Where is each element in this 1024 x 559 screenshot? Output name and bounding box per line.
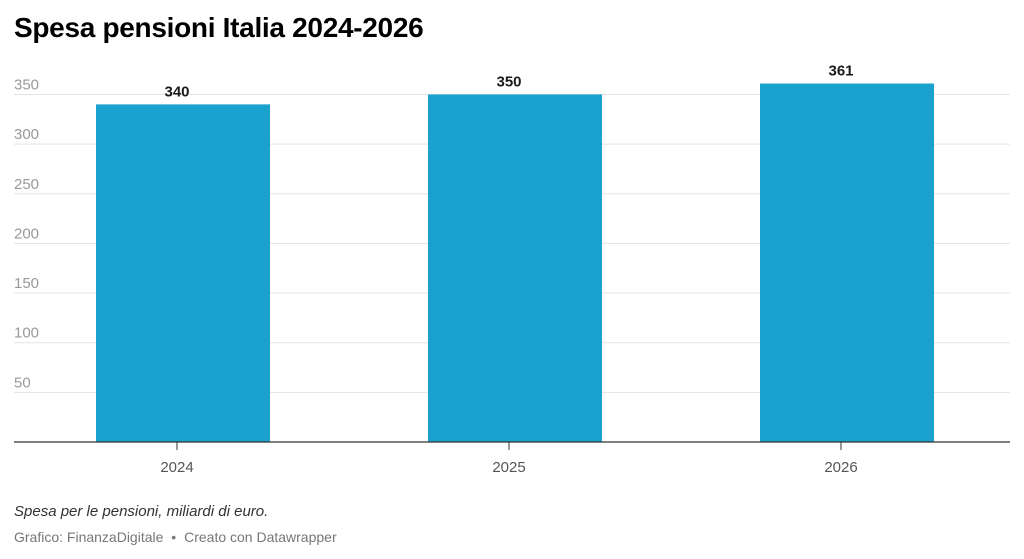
y-tick-label: 150 — [14, 275, 39, 292]
bar — [428, 94, 602, 442]
y-tick-label: 350 — [14, 76, 39, 93]
bar-value-label: 340 — [164, 83, 189, 100]
chart-title: Spesa pensioni Italia 2024-2026 — [14, 12, 424, 43]
chart-notes: Spesa per le pensioni, miliardi di euro. — [14, 503, 269, 520]
x-tick-label: 2024 — [160, 459, 193, 476]
bar-value-label: 350 — [496, 73, 521, 90]
y-tick-label: 250 — [14, 176, 39, 193]
y-tick-label: 50 — [14, 374, 31, 391]
bar — [760, 83, 934, 442]
separator-dot: • — [171, 529, 177, 545]
y-tick-label: 200 — [14, 225, 39, 242]
chart-byline: Grafico: FinanzaDigitale • Creato con Da… — [14, 529, 337, 545]
y-tick-label: 100 — [14, 325, 39, 342]
y-tick-label: 300 — [14, 126, 39, 143]
credit-source: FinanzaDigitale — [66, 529, 164, 545]
bar — [96, 104, 270, 442]
x-tick-label: 2026 — [824, 459, 857, 476]
bar-value-label: 361 — [828, 63, 853, 80]
credit-prefix: Grafico: — [14, 529, 67, 545]
credit-tool: Creato con Datawrapper — [184, 529, 337, 545]
bar-chart: 50 100 150 200 250 300 350 340 2024 350 2025 361 202… — [14, 63, 1010, 476]
x-tick-label: 2025 — [492, 459, 525, 476]
